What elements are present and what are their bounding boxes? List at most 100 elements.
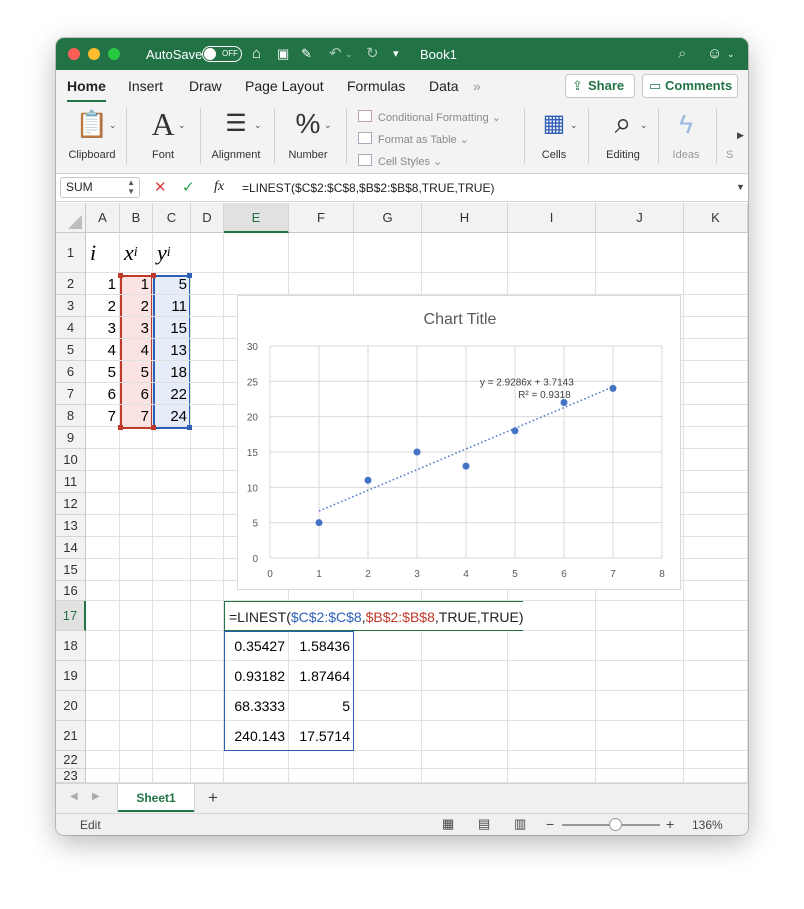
column-header-d[interactable]: D bbox=[191, 203, 224, 233]
save-icon[interactable]: ▣ bbox=[277, 46, 290, 61]
cancel-icon[interactable]: ✕ bbox=[154, 179, 167, 196]
cell-e20[interactable]: 68.3333 bbox=[234, 698, 285, 714]
tab-insert[interactable]: Insert bbox=[128, 78, 164, 94]
row-header-18[interactable]: 18 bbox=[56, 631, 86, 661]
range-handle[interactable] bbox=[187, 425, 192, 430]
cell-b2[interactable]: 1 bbox=[140, 275, 149, 293]
cell-a8[interactable]: 7 bbox=[107, 407, 116, 425]
data-point[interactable] bbox=[364, 476, 372, 484]
column-header-g[interactable]: G bbox=[354, 203, 422, 233]
cell-a2[interactable]: 1 bbox=[107, 275, 116, 293]
ribbon-scroll-right-icon[interactable]: ▶ bbox=[737, 130, 744, 140]
cell-b6[interactable]: 5 bbox=[140, 363, 149, 381]
undo-icon[interactable]: ↶ bbox=[329, 45, 342, 62]
cell-c6[interactable]: 18 bbox=[170, 363, 187, 381]
worksheet-grid[interactable]: A B C D E F G H I J K 1 2 3 4 5 6 7 8 9 10 11 12 13 14 15 16 17 18 19… bbox=[56, 203, 748, 783]
close-window-button[interactable] bbox=[68, 48, 80, 60]
row-header-11[interactable]: 11 bbox=[56, 471, 86, 493]
data-point[interactable] bbox=[609, 384, 617, 392]
font-group[interactable]: A ⌄ Font bbox=[136, 102, 190, 174]
cell-c3[interactable]: 11 bbox=[171, 297, 187, 315]
tab-home[interactable]: Home bbox=[67, 78, 106, 103]
trendline-r-squared[interactable]: R² = 0.9318 bbox=[518, 390, 571, 401]
row-header-8[interactable]: 8 bbox=[56, 405, 86, 427]
cell-e18[interactable]: 0.35427 bbox=[234, 638, 285, 654]
edit-icon[interactable]: ✎ bbox=[301, 46, 312, 61]
ideas-group[interactable]: ϟ Ideas bbox=[664, 102, 708, 174]
paste-dropdown-icon[interactable]: ⌄ bbox=[109, 120, 117, 130]
range-handle[interactable] bbox=[151, 425, 156, 430]
alignment-group[interactable]: ☰ ⌄ Alignment bbox=[208, 102, 264, 174]
name-box[interactable]: SUM ▲ ▼ bbox=[60, 177, 140, 198]
row-header-6[interactable]: 6 bbox=[56, 361, 86, 383]
row-header-14[interactable]: 14 bbox=[56, 537, 86, 559]
column-header-c[interactable]: C bbox=[153, 203, 191, 233]
cell-b8[interactable]: 7 bbox=[140, 407, 149, 425]
add-sheet-button[interactable]: + bbox=[208, 788, 218, 807]
cell-styles-button[interactable]: Cell Styles ⌄ bbox=[358, 154, 442, 168]
feedback-smile-icon[interactable]: ☺ bbox=[707, 45, 723, 62]
normal-view-icon[interactable]: ▦ bbox=[442, 816, 455, 831]
cell-c8[interactable]: 24 bbox=[170, 407, 187, 425]
row-header-21[interactable]: 21 bbox=[56, 721, 86, 751]
row-header-15[interactable]: 15 bbox=[56, 559, 86, 581]
row-header-22[interactable]: 22 bbox=[56, 751, 86, 769]
data-point[interactable] bbox=[315, 519, 323, 527]
row-header-12[interactable]: 12 bbox=[56, 493, 86, 515]
row-header-17[interactable]: 17 bbox=[56, 601, 86, 631]
insert-function-icon[interactable]: fx bbox=[214, 179, 225, 194]
cell-f21[interactable]: 17.5714 bbox=[299, 728, 350, 744]
tab-page-layout[interactable]: Page Layout bbox=[245, 78, 324, 94]
zoom-out-button[interactable]: − bbox=[546, 816, 555, 832]
cell-e21[interactable]: 240.143 bbox=[234, 728, 285, 744]
conditional-formatting-button[interactable]: Conditional Formatting ⌄ bbox=[358, 110, 501, 124]
format-as-table-button[interactable]: Format as Table ⌄ bbox=[358, 132, 469, 146]
row-header-2[interactable]: 2 bbox=[56, 273, 86, 295]
row-header-1[interactable]: 1 bbox=[56, 233, 86, 273]
row-header-3[interactable]: 3 bbox=[56, 295, 86, 317]
cell-f20[interactable]: 5 bbox=[342, 698, 350, 714]
minimize-window-button[interactable] bbox=[88, 48, 100, 60]
page-layout-view-icon[interactable]: ▤ bbox=[478, 816, 491, 831]
cell-e19[interactable]: 0.93182 bbox=[234, 668, 285, 684]
row-header-20[interactable]: 20 bbox=[56, 691, 86, 721]
row-header-16[interactable]: 16 bbox=[56, 581, 86, 601]
feedback-dropdown-icon[interactable]: ⌄ bbox=[727, 49, 735, 59]
cells-group[interactable]: ▦ ⌄ Cells bbox=[530, 102, 578, 174]
row-header-13[interactable]: 13 bbox=[56, 515, 86, 537]
editing-dropdown-icon[interactable]: ⌄ bbox=[640, 120, 648, 130]
tab-data[interactable]: Data bbox=[429, 78, 459, 94]
number-group[interactable]: % ⌄ Number bbox=[282, 102, 334, 174]
zoom-in-button[interactable]: + bbox=[666, 816, 675, 832]
cell-a5[interactable]: 4 bbox=[107, 341, 116, 359]
column-header-b[interactable]: B bbox=[120, 203, 153, 233]
row-header-9[interactable]: 9 bbox=[56, 427, 86, 449]
cell-b3[interactable]: 2 bbox=[140, 297, 149, 315]
enter-icon[interactable]: ✓ bbox=[182, 179, 195, 196]
undo-dropdown-icon[interactable]: ⌄ bbox=[345, 49, 353, 59]
scatter-chart[interactable]: Chart Title 0 5 10 15 20 25 30 0 1 2 3 4 5 6 7 8 y = 2.9… bbox=[237, 295, 681, 590]
cell-a3[interactable]: 2 bbox=[107, 297, 116, 315]
row-header-10[interactable]: 10 bbox=[56, 449, 86, 471]
range-handle[interactable] bbox=[118, 273, 123, 278]
alignment-dropdown-icon[interactable]: ⌄ bbox=[254, 120, 262, 130]
sheet-tab-sheet1[interactable]: Sheet1 bbox=[118, 784, 194, 812]
column-header-j[interactable]: J bbox=[596, 203, 684, 233]
cell-c2[interactable]: 5 bbox=[178, 275, 187, 293]
expand-formula-bar-icon[interactable]: ▼ bbox=[736, 182, 745, 192]
data-point[interactable] bbox=[511, 427, 519, 435]
column-header-a[interactable]: A bbox=[86, 203, 120, 233]
column-header-h[interactable]: H bbox=[422, 203, 508, 233]
more-tabs-chevron[interactable]: » bbox=[473, 78, 481, 94]
formula-input[interactable]: =LINEST($C$2:$C$8,$B$2:$B$8,TRUE,TRUE) bbox=[242, 181, 495, 195]
row-header-19[interactable]: 19 bbox=[56, 661, 86, 691]
cell-b7[interactable]: 6 bbox=[140, 385, 149, 403]
formula-edit-cell[interactable]: =LINEST($C$2:$C$8,$B$2:$B$8,TRUE,TRUE) bbox=[224, 601, 524, 631]
font-dropdown-icon[interactable]: ⌄ bbox=[178, 120, 186, 130]
comments-button[interactable]: ▭ Comments bbox=[642, 74, 738, 98]
column-header-i[interactable]: I bbox=[508, 203, 596, 233]
home-icon[interactable]: ⌂ bbox=[252, 45, 262, 62]
cell-a4[interactable]: 3 bbox=[107, 319, 116, 337]
